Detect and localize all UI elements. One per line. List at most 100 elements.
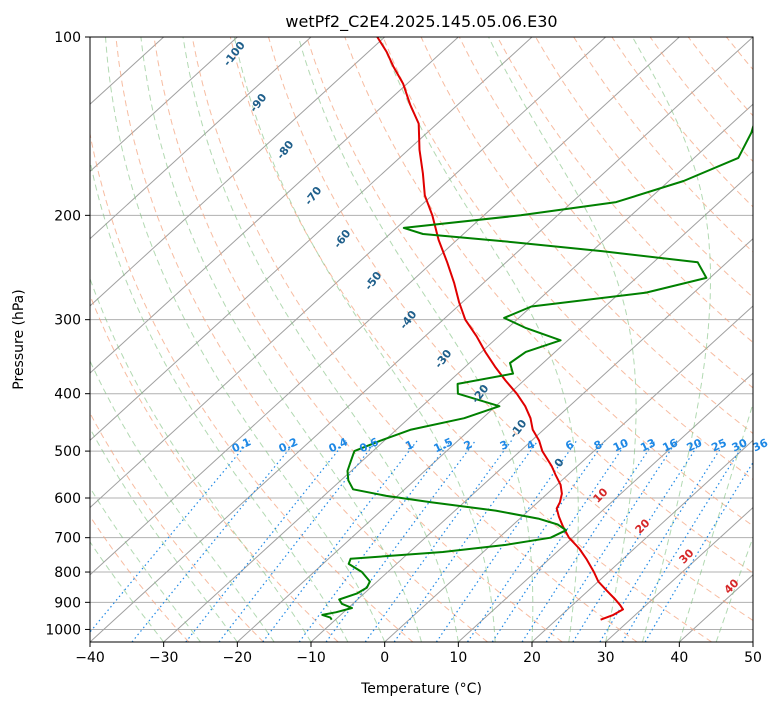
moist-adiabats	[90, 37, 753, 642]
isotherm-line	[384, 305, 753, 642]
moist-adiabat-line	[90, 359, 275, 642]
isotherm-line	[90, 37, 607, 509]
moist-adiabat-line	[297, 37, 534, 642]
y-tick-label: 400	[54, 387, 81, 403]
x-tick-label: 0	[380, 650, 389, 666]
moist-adiabat-line	[380, 37, 579, 642]
x-tick-label: −40	[75, 650, 105, 666]
moist-adiabat-line	[678, 401, 753, 642]
isotherm-line	[457, 372, 753, 642]
sounding-traces	[321, 37, 753, 621]
y-tick-label: 500	[54, 444, 81, 460]
y-tick-label: 600	[54, 491, 81, 507]
plot-frame	[89, 36, 754, 643]
isotherm-line	[90, 37, 459, 374]
mixing-ratio-label: 36	[751, 436, 771, 454]
mixing-ratio-line	[599, 440, 727, 642]
moist-adiabat-line	[715, 535, 753, 642]
moist-adiabat-line	[90, 427, 238, 642]
dry-adiabat-line	[191, 37, 638, 642]
mixing-ratio-line	[90, 440, 251, 633]
y-axis: 100 200 300 400 500 600 700 800 900 1000	[45, 30, 90, 638]
y-tick-label: 700	[54, 531, 81, 547]
dry-adiabat-line	[765, 37, 775, 642]
mixing-ratio-label: 16	[660, 436, 680, 454]
dry-adiabat-line	[268, 37, 753, 622]
mixing-ratio-line	[131, 440, 297, 642]
x-tick-label: 40	[670, 650, 688, 666]
dry-adiabat-line	[306, 37, 753, 574]
dry-adiabat-line	[496, 37, 753, 344]
moist-adiabat-line	[90, 486, 201, 642]
dry-adiabat-line	[90, 293, 339, 642]
moist-adiabat-line	[90, 540, 165, 642]
x-tick-label: 10	[449, 650, 467, 666]
mixing-ratio-line	[262, 440, 418, 642]
y-tick-label: 800	[54, 565, 81, 581]
mixing-ratio-line	[644, 461, 753, 642]
moist-adiabat-line	[182, 37, 459, 642]
y-tick-label: 1000	[45, 622, 81, 638]
x-tick-label: 20	[523, 650, 541, 666]
moist-adiabat-line	[90, 277, 312, 642]
dry-adiabat-line	[90, 412, 264, 642]
isotherm-line	[236, 170, 753, 642]
x-axis-label: Temperature (°C)	[360, 681, 482, 697]
y-tick-label: 200	[54, 208, 81, 224]
isotherm-line	[90, 37, 386, 307]
isotherm-line	[163, 103, 753, 642]
dry-adiabats	[90, 37, 775, 642]
chart-title: wetPf2_C2E4.2025.145.05.06.E30	[285, 12, 557, 32]
isotherm-line	[752, 641, 753, 642]
x-tick-label: −30	[149, 650, 179, 666]
x-tick-label: 30	[597, 650, 615, 666]
isotherm-line	[90, 37, 312, 240]
moist-adiabat-line	[752, 640, 753, 642]
x-tick-label: −20	[223, 650, 253, 666]
mixing-ratio-label: 20	[685, 436, 705, 454]
moist-adiabat-line	[632, 37, 711, 642]
mixing-ratio-line	[521, 440, 656, 642]
y-axis-label: Pressure (hPa)	[11, 289, 27, 389]
isotherm-line	[531, 439, 753, 642]
dry-adiabat-line	[344, 37, 753, 527]
y-tick-label: 300	[54, 313, 81, 329]
mixing-ratio-line	[621, 440, 747, 642]
isotherm-line	[90, 37, 680, 576]
y-tick-label: 900	[54, 595, 81, 611]
dry-adiabat-line	[90, 515, 190, 642]
isotherm-line	[90, 37, 533, 442]
mixing-ratio-label: 25	[709, 436, 728, 454]
isotherm-line	[90, 37, 238, 173]
dry-adiabat-line	[535, 37, 753, 298]
moist-adiabat-line	[105, 37, 386, 642]
dry-adiabat-line	[382, 37, 753, 481]
moist-adiabat-line	[233, 37, 496, 642]
temperature-trace	[376, 37, 624, 621]
mixing-ratio-lines	[90, 440, 753, 642]
moist-adiabat-line	[90, 158, 349, 642]
mixing-ratio-label: 13	[638, 436, 657, 454]
x-tick-label: 50	[744, 650, 762, 666]
mixing-ratio-label: 30	[730, 436, 750, 454]
mixing-ratio-label: 10	[611, 436, 631, 454]
mixing-ratio-line	[393, 440, 539, 642]
y-tick-label: 100	[54, 30, 81, 46]
dry-adiabat-line	[229, 37, 712, 642]
x-axis: −40 −30 −20 −10 0 10 20 30 40 50	[75, 642, 762, 666]
dry-adiabat-line	[90, 131, 414, 642]
isotherm-line	[605, 506, 753, 642]
mixing-ratio-line	[185, 440, 347, 642]
mixing-ratio-line	[298, 440, 452, 642]
isotherm-grid	[90, 37, 753, 642]
dewpoint-trace	[321, 123, 753, 621]
dry-adiabat-line	[153, 37, 563, 642]
moist-adiabat-line	[140, 37, 422, 642]
isotherm-line	[310, 237, 753, 642]
mixing-ratio-line	[364, 440, 512, 642]
moist-adiabat-line	[488, 37, 637, 642]
dry-adiabat-line	[115, 37, 488, 642]
x-tick-label: −10	[296, 650, 326, 666]
